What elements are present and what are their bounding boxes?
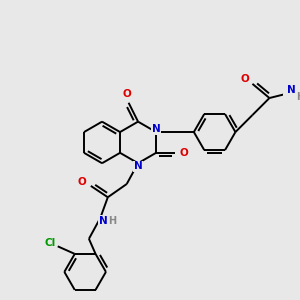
Text: O: O: [78, 177, 87, 187]
Text: N: N: [134, 161, 142, 171]
Text: N: N: [99, 216, 107, 226]
Text: O: O: [122, 89, 131, 99]
Text: N: N: [152, 124, 161, 134]
Text: O: O: [241, 74, 249, 84]
Text: Cl: Cl: [45, 238, 56, 248]
Text: O: O: [179, 148, 188, 158]
Text: H: H: [109, 216, 117, 226]
Text: H: H: [296, 92, 300, 102]
Text: N: N: [287, 85, 296, 95]
